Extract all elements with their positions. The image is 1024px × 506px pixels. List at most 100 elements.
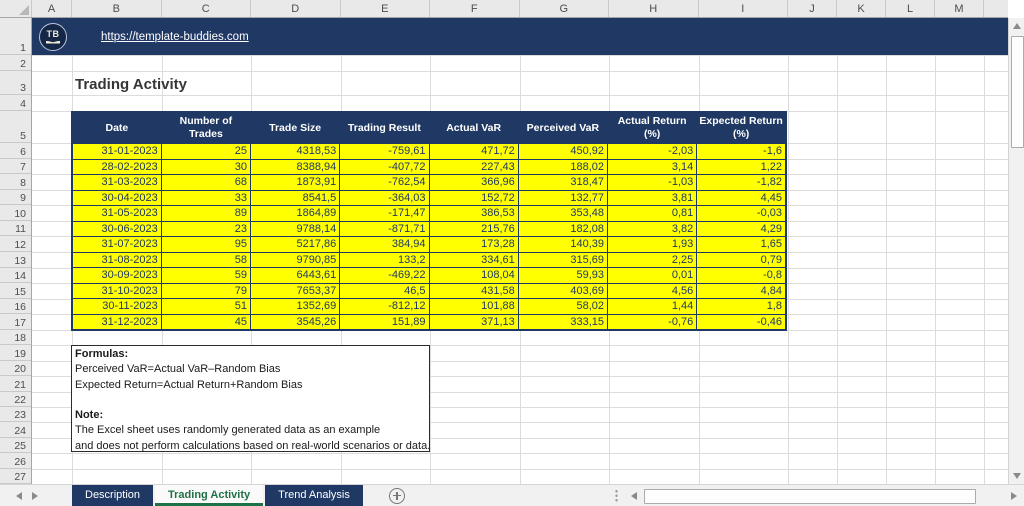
table-header-cell[interactable]: Trading Result bbox=[339, 111, 430, 144]
row-header-14[interactable]: 14 bbox=[0, 268, 31, 284]
table-cell[interactable]: 30-06-2023 bbox=[71, 220, 162, 237]
table-cell[interactable]: 431,58 bbox=[428, 282, 519, 299]
table-cell[interactable]: 101,88 bbox=[428, 298, 519, 315]
table-cell[interactable]: 33 bbox=[160, 189, 252, 206]
table-cell[interactable]: 1,93 bbox=[606, 236, 698, 253]
table-cell[interactable]: 89 bbox=[160, 205, 252, 222]
table-cell[interactable]: 318,47 bbox=[517, 174, 609, 191]
table-cell[interactable]: 334,61 bbox=[428, 251, 519, 268]
table-cell[interactable]: 30-11-2023 bbox=[71, 298, 162, 315]
table-cell[interactable]: 0,79 bbox=[696, 251, 787, 268]
table-cell[interactable]: 4318,53 bbox=[249, 143, 341, 160]
sheet-tab-description[interactable]: Description bbox=[72, 485, 154, 506]
table-cell[interactable]: 4,45 bbox=[696, 189, 787, 206]
table-cell[interactable]: 353,48 bbox=[517, 205, 609, 222]
column-header-G[interactable]: G bbox=[520, 0, 609, 17]
table-cell[interactable]: 140,39 bbox=[517, 236, 609, 253]
horizontal-scrollbar[interactable] bbox=[626, 487, 1022, 504]
table-cell[interactable]: -762,54 bbox=[339, 174, 430, 191]
row-header-3[interactable]: 3 bbox=[0, 71, 31, 95]
table-cell[interactable]: 30-09-2023 bbox=[71, 267, 162, 284]
row-header-6[interactable]: 6 bbox=[0, 143, 31, 159]
table-cell[interactable]: 132,77 bbox=[517, 189, 609, 206]
table-cell[interactable]: 31-05-2023 bbox=[71, 205, 162, 222]
table-cell[interactable]: 4,29 bbox=[696, 220, 787, 237]
table-cell[interactable]: 59,93 bbox=[517, 267, 609, 284]
row-header-7[interactable]: 7 bbox=[0, 159, 31, 175]
table-cell[interactable]: 108,04 bbox=[428, 267, 519, 284]
table-cell[interactable]: 173,28 bbox=[428, 236, 519, 253]
column-header-B[interactable]: B bbox=[72, 0, 162, 17]
table-cell[interactable]: 51 bbox=[160, 298, 252, 315]
table-cell[interactable]: -759,61 bbox=[339, 143, 430, 160]
column-header-I[interactable]: I bbox=[699, 0, 788, 17]
table-cell[interactable]: 6443,61 bbox=[249, 267, 341, 284]
table-cell[interactable]: 384,94 bbox=[339, 236, 430, 253]
table-cell[interactable]: -171,47 bbox=[339, 205, 430, 222]
row-header-13[interactable]: 13 bbox=[0, 252, 31, 268]
row-header-2[interactable]: 2 bbox=[0, 55, 31, 71]
table-cell[interactable]: 1864,89 bbox=[249, 205, 341, 222]
table-cell[interactable]: -407,72 bbox=[339, 158, 430, 175]
table-header-cell[interactable]: Number of Trades bbox=[160, 111, 252, 144]
table-cell[interactable]: 1,44 bbox=[606, 298, 698, 315]
row-header-22[interactable]: 22 bbox=[0, 392, 31, 407]
row-header-15[interactable]: 15 bbox=[0, 283, 31, 299]
column-header-A[interactable]: A bbox=[32, 0, 72, 17]
table-cell[interactable]: 182,08 bbox=[517, 220, 609, 237]
row-header-10[interactable]: 10 bbox=[0, 205, 31, 221]
sheet-tab-trend-analysis[interactable]: Trend Analysis bbox=[265, 485, 363, 506]
table-cell[interactable]: 9788,14 bbox=[249, 220, 341, 237]
table-cell[interactable]: 58,02 bbox=[517, 298, 609, 315]
table-cell[interactable]: 3545,26 bbox=[249, 313, 341, 331]
row-header-9[interactable]: 9 bbox=[0, 190, 31, 206]
table-cell[interactable]: 46,5 bbox=[339, 282, 430, 299]
table-cell[interactable]: 471,72 bbox=[428, 143, 519, 160]
table-cell[interactable]: 95 bbox=[160, 236, 252, 253]
column-header-F[interactable]: F bbox=[430, 0, 520, 17]
table-cell[interactable]: 4,84 bbox=[696, 282, 787, 299]
sheet-tab-trading-activity[interactable]: Trading Activity bbox=[155, 485, 264, 506]
tab-scroll-right-icon[interactable] bbox=[32, 491, 38, 500]
table-cell[interactable]: 1873,91 bbox=[249, 174, 341, 191]
table-cell[interactable]: 3,14 bbox=[606, 158, 698, 175]
table-header-cell[interactable]: Actual Return (%) bbox=[606, 111, 698, 144]
tab-scroll-left-icon[interactable] bbox=[16, 491, 22, 500]
table-header-cell[interactable]: Expected Return (%) bbox=[696, 111, 787, 144]
table-cell[interactable]: 59 bbox=[160, 267, 252, 284]
column-header-M[interactable]: M bbox=[935, 0, 984, 17]
table-cell[interactable]: 315,69 bbox=[517, 251, 609, 268]
vertical-scrollbar-thumb[interactable] bbox=[1011, 36, 1024, 148]
column-header-D[interactable]: D bbox=[251, 0, 341, 17]
row-header-8[interactable]: 8 bbox=[0, 174, 31, 190]
table-cell[interactable]: 0,81 bbox=[606, 205, 698, 222]
table-cell[interactable]: 5217,86 bbox=[249, 236, 341, 253]
table-cell[interactable]: 152,72 bbox=[428, 189, 519, 206]
row-header-26[interactable]: 26 bbox=[0, 453, 31, 469]
horizontal-scrollbar-track[interactable] bbox=[642, 488, 1006, 504]
table-cell[interactable]: 28-02-2023 bbox=[71, 158, 162, 175]
vertical-scrollbar[interactable] bbox=[1008, 18, 1024, 484]
table-cell[interactable]: 366,96 bbox=[428, 174, 519, 191]
table-cell[interactable]: -0,46 bbox=[696, 313, 787, 331]
table-cell[interactable]: 215,76 bbox=[428, 220, 519, 237]
table-cell[interactable]: 68 bbox=[160, 174, 252, 191]
table-cell[interactable]: 8541,5 bbox=[249, 189, 341, 206]
table-cell[interactable]: -0,03 bbox=[696, 205, 787, 222]
table-cell[interactable]: -0,8 bbox=[696, 267, 787, 284]
row-header-4[interactable]: 4 bbox=[0, 95, 31, 111]
website-link[interactable]: https://template-buddies.com bbox=[101, 30, 249, 43]
table-cell[interactable]: 1,8 bbox=[696, 298, 787, 315]
table-cell[interactable]: 7653,37 bbox=[249, 282, 341, 299]
table-cell[interactable]: 31-01-2023 bbox=[71, 143, 162, 160]
table-cell[interactable]: 4,56 bbox=[606, 282, 698, 299]
table-cell[interactable]: 1,65 bbox=[696, 236, 787, 253]
table-cell[interactable]: 8388,94 bbox=[249, 158, 341, 175]
table-cell[interactable]: -812,12 bbox=[339, 298, 430, 315]
table-cell[interactable]: -0,76 bbox=[606, 313, 698, 331]
add-sheet-button[interactable] bbox=[388, 487, 405, 504]
table-cell[interactable]: -469,22 bbox=[339, 267, 430, 284]
table-cell[interactable]: 2,25 bbox=[606, 251, 698, 268]
table-cell[interactable]: 31-10-2023 bbox=[71, 282, 162, 299]
table-cell[interactable]: 188,02 bbox=[517, 158, 609, 175]
